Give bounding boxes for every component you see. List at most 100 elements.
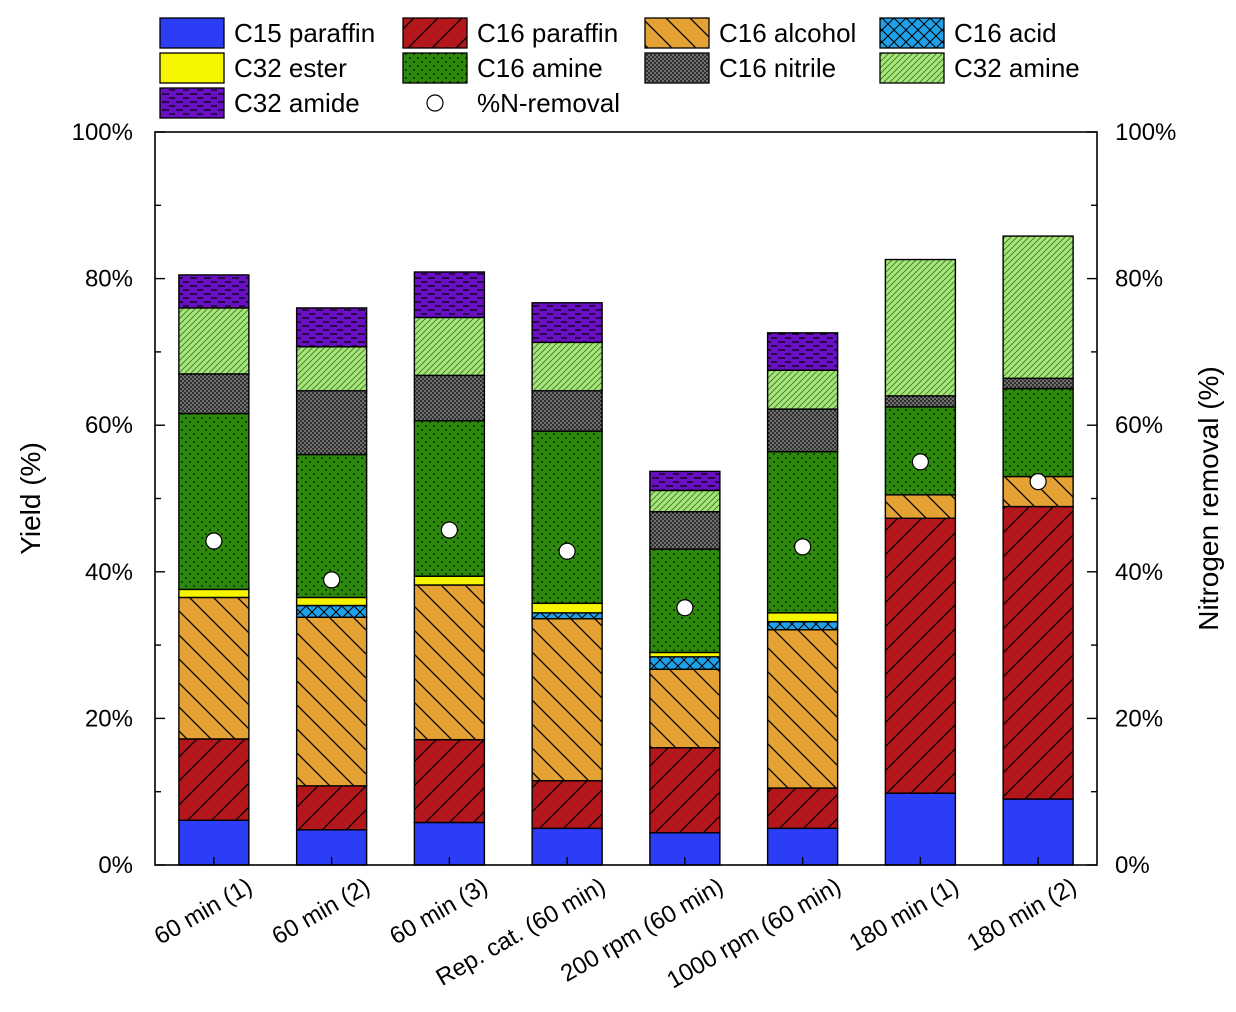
bar-segment-c16-nitrile-180-min-1 [884, 395, 957, 408]
bar-segment-c16-nitrile-200-rpm-60-min [649, 510, 721, 550]
bar-pattern [178, 597, 249, 739]
bar-fill [296, 597, 367, 606]
bar-segment-c32-amine-rep-cat-60-min [531, 341, 603, 392]
legend-item-c16-paraffin: C16 paraffin [402, 17, 618, 49]
legend-item-c15-paraffin: C15 paraffin [159, 17, 375, 49]
legend-swatch-outline [644, 52, 710, 84]
bar-pattern [885, 518, 956, 794]
legend-swatch-pattern [880, 18, 944, 48]
bar-pattern [1003, 378, 1074, 389]
bar-pattern [414, 272, 485, 318]
bar-outline [295, 307, 368, 348]
legend-item-c32-amide: C32 amide [159, 87, 360, 119]
legend-item-c32-ester: C32 ester [159, 52, 347, 84]
bar-pattern [649, 656, 720, 670]
y2-tick-label: 80% [1115, 266, 1163, 293]
bar-pattern [414, 375, 485, 421]
bar-segment-c16-alcohol-60-min-1 [178, 596, 250, 740]
bar-segment-c16-amine-200-rpm-60-min [649, 548, 721, 654]
bar-segment-c16-paraffin-200-rpm-60-min [649, 747, 721, 834]
legend-swatch-fill [160, 18, 224, 48]
bar-segment-c15-paraffin-180-min-2 [1002, 798, 1074, 866]
bar-fill [649, 652, 720, 657]
n-removal-point-60-min-2 [323, 571, 341, 589]
legend-label: C16 amine [477, 53, 603, 83]
y-tick-label: 60% [85, 412, 133, 439]
legend-swatch-outline [879, 17, 945, 49]
bar-segment-c16-paraffin-60-min-1 [178, 738, 250, 821]
bar-segment-c32-amide-60-min-2 [295, 307, 368, 348]
legend-swatch-outline [159, 52, 225, 84]
bar-pattern [649, 747, 720, 833]
y2-tick-label: 60% [1115, 412, 1163, 439]
legend-swatch-pattern [645, 18, 709, 48]
y-tick-label: 80% [85, 266, 133, 293]
legend-swatch-pattern [403, 18, 467, 48]
bar-segment-c32-ester-60-min-3 [413, 575, 486, 586]
legend-swatch-outline [159, 87, 225, 119]
bar-segment-c32-amide-rep-cat-60-min [531, 302, 603, 344]
bars [178, 235, 1074, 866]
bar-pattern [767, 629, 838, 789]
legend-swatch-outline [644, 17, 710, 49]
x-tick-label: 60 min (1) [150, 873, 257, 950]
bar-pattern [178, 373, 249, 414]
bar-segment-c16-nitrile-60-min-1 [178, 373, 250, 415]
y-axis-title: Yield (%) [15, 442, 46, 555]
bar-segment-c16-nitrile-60-min-3 [413, 374, 486, 422]
bar-pattern [885, 494, 956, 519]
bar-segment-c16-alcohol-60-min-2 [295, 616, 368, 787]
bar-segment-c32-ester-60-min-2 [295, 596, 368, 607]
legend-swatch-outline [402, 52, 468, 84]
legend-item-c16-alcohol: C16 alcohol [644, 17, 856, 49]
legend-label: C32 amide [234, 88, 360, 118]
bar-pattern [178, 274, 249, 308]
y2-tick-label: 100% [1115, 119, 1176, 146]
bar-segment-c32-amide-60-min-3 [413, 271, 486, 319]
bar-segment-c32-ester-rep-cat-60-min [531, 602, 603, 614]
bar-pattern [296, 346, 367, 391]
y-tick-label: 20% [85, 705, 133, 732]
y2-tick-label: 20% [1115, 705, 1163, 732]
bar-segment-c16-alcohol-rep-cat-60-min [531, 618, 603, 782]
bar-segment-c32-amide-1000-rpm-60-min [766, 332, 839, 371]
bar-pattern [532, 431, 603, 604]
legend-label: C32 amine [954, 53, 1080, 83]
bar-segment-c15-paraffin-180-min-1 [884, 792, 957, 866]
bar-fill [532, 603, 603, 613]
bar-pattern [649, 471, 720, 491]
bar-pattern [178, 307, 249, 374]
bar-segment-c16-amine-60-min-3 [413, 420, 486, 577]
x-tick-label: 60 min (3) [385, 873, 492, 950]
legend-swatch-pattern [645, 53, 709, 83]
bar-segment-c32-amine-200-rpm-60-min [649, 489, 721, 513]
legend-swatch-pattern [160, 88, 224, 118]
bar-segment-c32-ester-1000-rpm-60-min [766, 612, 839, 623]
bar-pattern [649, 511, 720, 550]
bar-pattern [649, 669, 720, 748]
bar-segment-c16-amine-180-min-2 [1002, 387, 1074, 478]
legend-item-c16-acid: C16 acid [879, 17, 1057, 49]
x-tick-label: 180 min (2) [962, 873, 1081, 957]
y2-tick-label: 40% [1115, 559, 1163, 586]
bar-outline [178, 274, 250, 309]
legend: C15 paraffin C16 paraffin C16 alcohol C16 a… [159, 17, 1080, 119]
bar-fill [414, 576, 485, 585]
bar-pattern [178, 413, 249, 590]
bar-fill [178, 589, 249, 598]
legend-swatch-fill [160, 53, 224, 83]
y2-axis-title: Nitrogen removal (%) [1193, 366, 1224, 631]
bar-segment-c16-amine-60-min-1 [178, 412, 250, 591]
bar-pattern [1003, 506, 1074, 800]
bar-outline [413, 271, 486, 319]
bar-segment-c16-paraffin-60-min-3 [413, 738, 486, 824]
bar-pattern [1003, 388, 1074, 477]
legend-label: C16 acid [954, 18, 1057, 48]
bar-pattern [414, 584, 485, 740]
bar-pattern [532, 390, 603, 432]
bar-segment-c16-alcohol-180-min-1 [884, 494, 957, 519]
n-removal-point-60-min-1 [205, 532, 223, 550]
legend-label: %N-removal [477, 88, 620, 118]
bar-pattern [532, 618, 603, 781]
